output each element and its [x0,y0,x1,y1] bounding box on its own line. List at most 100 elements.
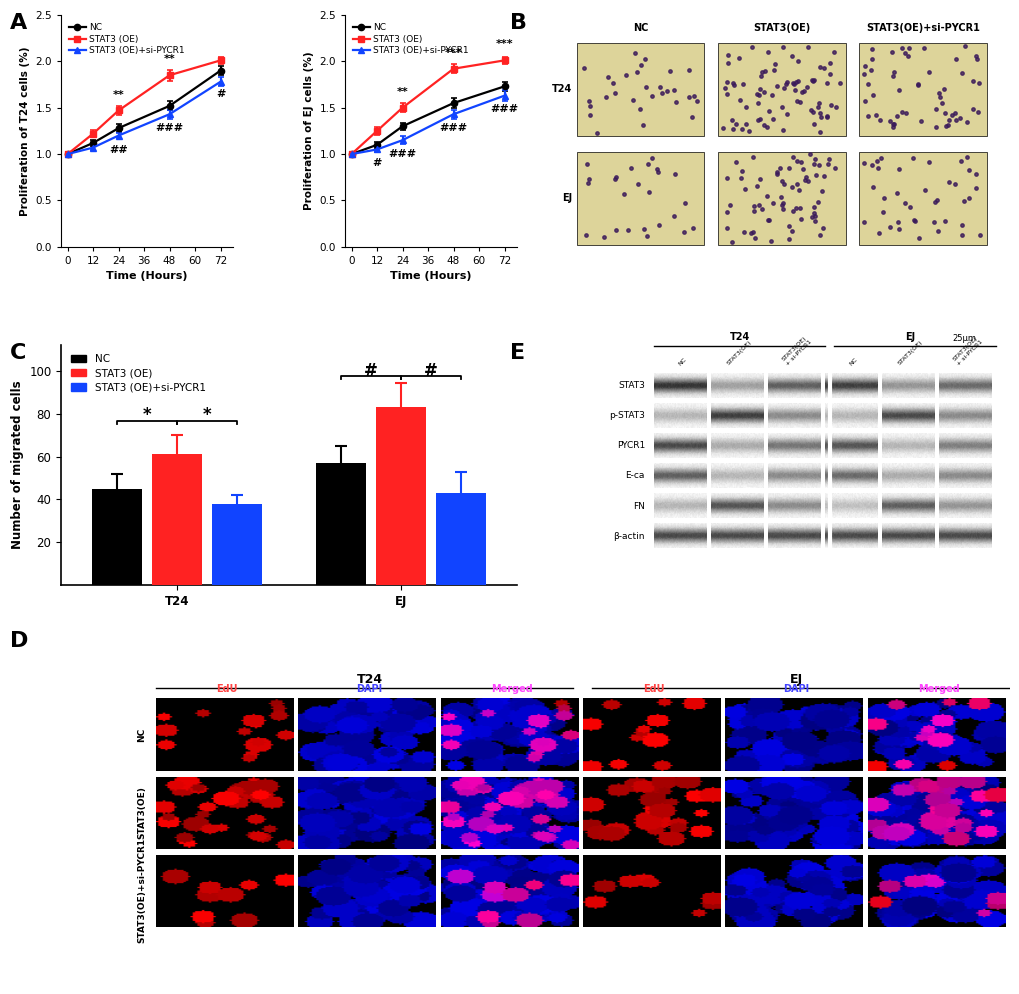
Point [680,62,696,78]
Text: EdU: EdU [216,684,237,694]
Point [598,88,614,104]
Point [744,39,760,55]
Point [728,115,744,131]
Text: B: B [510,13,527,33]
Point [966,180,982,196]
Point [648,161,664,177]
Point [714,119,731,135]
Point [855,155,871,171]
Point [746,230,762,246]
Point [791,201,807,217]
Point [805,116,821,132]
Point [737,116,753,132]
Point [862,41,878,57]
Point [969,104,985,120]
Point [941,112,957,128]
Point [773,173,790,189]
Point [725,76,741,91]
Point [884,115,901,131]
Point [723,112,740,128]
Point [960,190,976,206]
Point [766,57,783,73]
Point [576,60,592,76]
Point [719,47,736,63]
Point [803,73,819,88]
Point [818,76,835,91]
Text: ###: ### [490,104,518,114]
Point [764,110,781,126]
Point [789,153,805,169]
Text: ###: ### [439,122,467,132]
Point [718,220,735,236]
Point [721,197,738,213]
Text: E: E [510,343,525,363]
Point [760,212,776,228]
Point [884,64,901,80]
Text: STAT3(OE): STAT3(OE) [138,786,147,839]
Point [864,179,880,195]
Point [582,107,598,123]
Text: 25μm: 25μm [952,334,975,343]
Text: A: A [10,13,28,33]
Point [772,197,789,213]
Point [929,223,946,239]
Point [644,88,660,104]
Point [932,95,949,111]
Point [889,214,905,230]
Bar [717,43,845,135]
Bar [576,43,703,135]
Point [935,82,952,97]
Point [735,224,751,240]
Point [891,83,907,98]
Point [746,203,762,219]
Point [728,154,744,170]
Point [770,160,787,176]
Point [920,65,936,81]
Text: STAT3(OE): STAT3(OE) [752,24,810,34]
Point [896,195,912,211]
Bar [376,408,426,585]
Point [758,119,774,135]
Point [606,84,623,100]
Point [772,98,789,114]
Point [632,58,648,74]
Point [638,229,654,245]
Point [960,162,976,178]
Point [636,52,652,68]
Point [789,53,805,69]
Point [916,183,932,199]
Point [868,153,884,169]
Legend: NC, STAT3 (OE), STAT3 (OE)+si-PYCR1: NC, STAT3 (OE), STAT3 (OE)+si-PYCR1 [350,20,472,59]
Point [688,93,704,109]
Point [806,214,822,230]
Point [768,166,785,182]
Point [734,77,750,92]
Text: ###: ### [388,148,416,158]
Point [795,83,811,99]
Point [812,109,828,125]
Point [874,190,891,206]
Point [763,86,780,102]
Point [820,56,837,72]
Point [920,154,936,170]
Point [680,88,696,104]
Point [732,91,748,107]
Point [862,63,878,79]
Point [940,174,956,190]
Point [906,213,922,229]
Point [784,48,800,64]
Point [599,70,615,85]
Point [635,117,651,133]
Point [947,112,963,128]
Point [804,74,820,89]
Point [890,222,906,238]
Point [742,225,758,241]
Point [856,93,872,109]
Point [765,62,782,78]
Point [810,157,826,173]
Point [661,63,678,79]
Point [755,83,771,99]
Point [792,211,808,227]
Point [632,101,648,117]
Point [898,105,914,121]
